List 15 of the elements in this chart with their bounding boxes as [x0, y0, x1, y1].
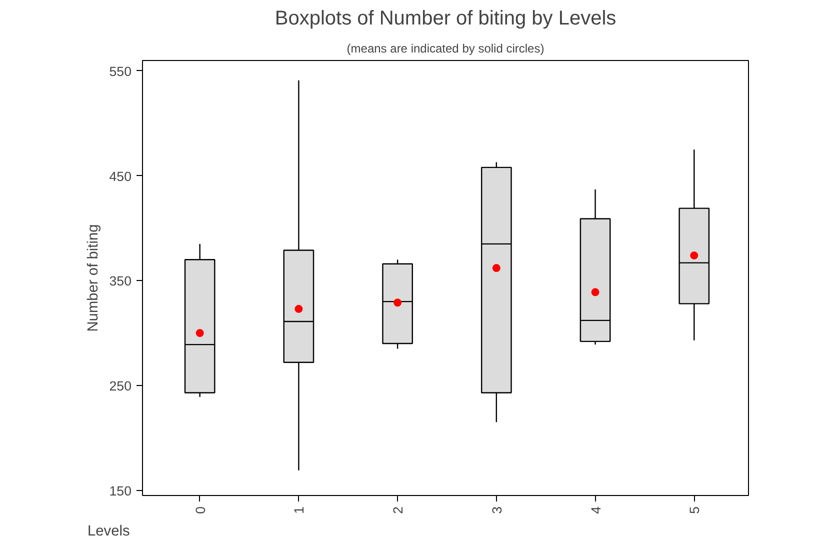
x-tick-label: 2 [390, 506, 406, 514]
y-axis-title: Number of biting [85, 224, 102, 332]
y-tick-label: 350 [109, 274, 132, 289]
y-tick-label: 150 [109, 483, 132, 498]
x-tick-label: 1 [292, 506, 307, 514]
x-tick-label: 4 [588, 506, 604, 514]
y-tick-label: 250 [109, 378, 132, 394]
chart-subtitle: (means are indicated by solid circles) [346, 42, 544, 56]
x-tick-label: 3 [489, 506, 504, 514]
x-axis-title: Levels [88, 524, 130, 540]
y-tick-label: 450 [109, 168, 132, 184]
x-tick-label: 5 [687, 506, 702, 514]
chart-title: Boxplots of Number of biting by Levels [274, 8, 616, 30]
x-tick-label: 0 [192, 506, 208, 514]
y-tick-label: 550 [109, 64, 132, 79]
